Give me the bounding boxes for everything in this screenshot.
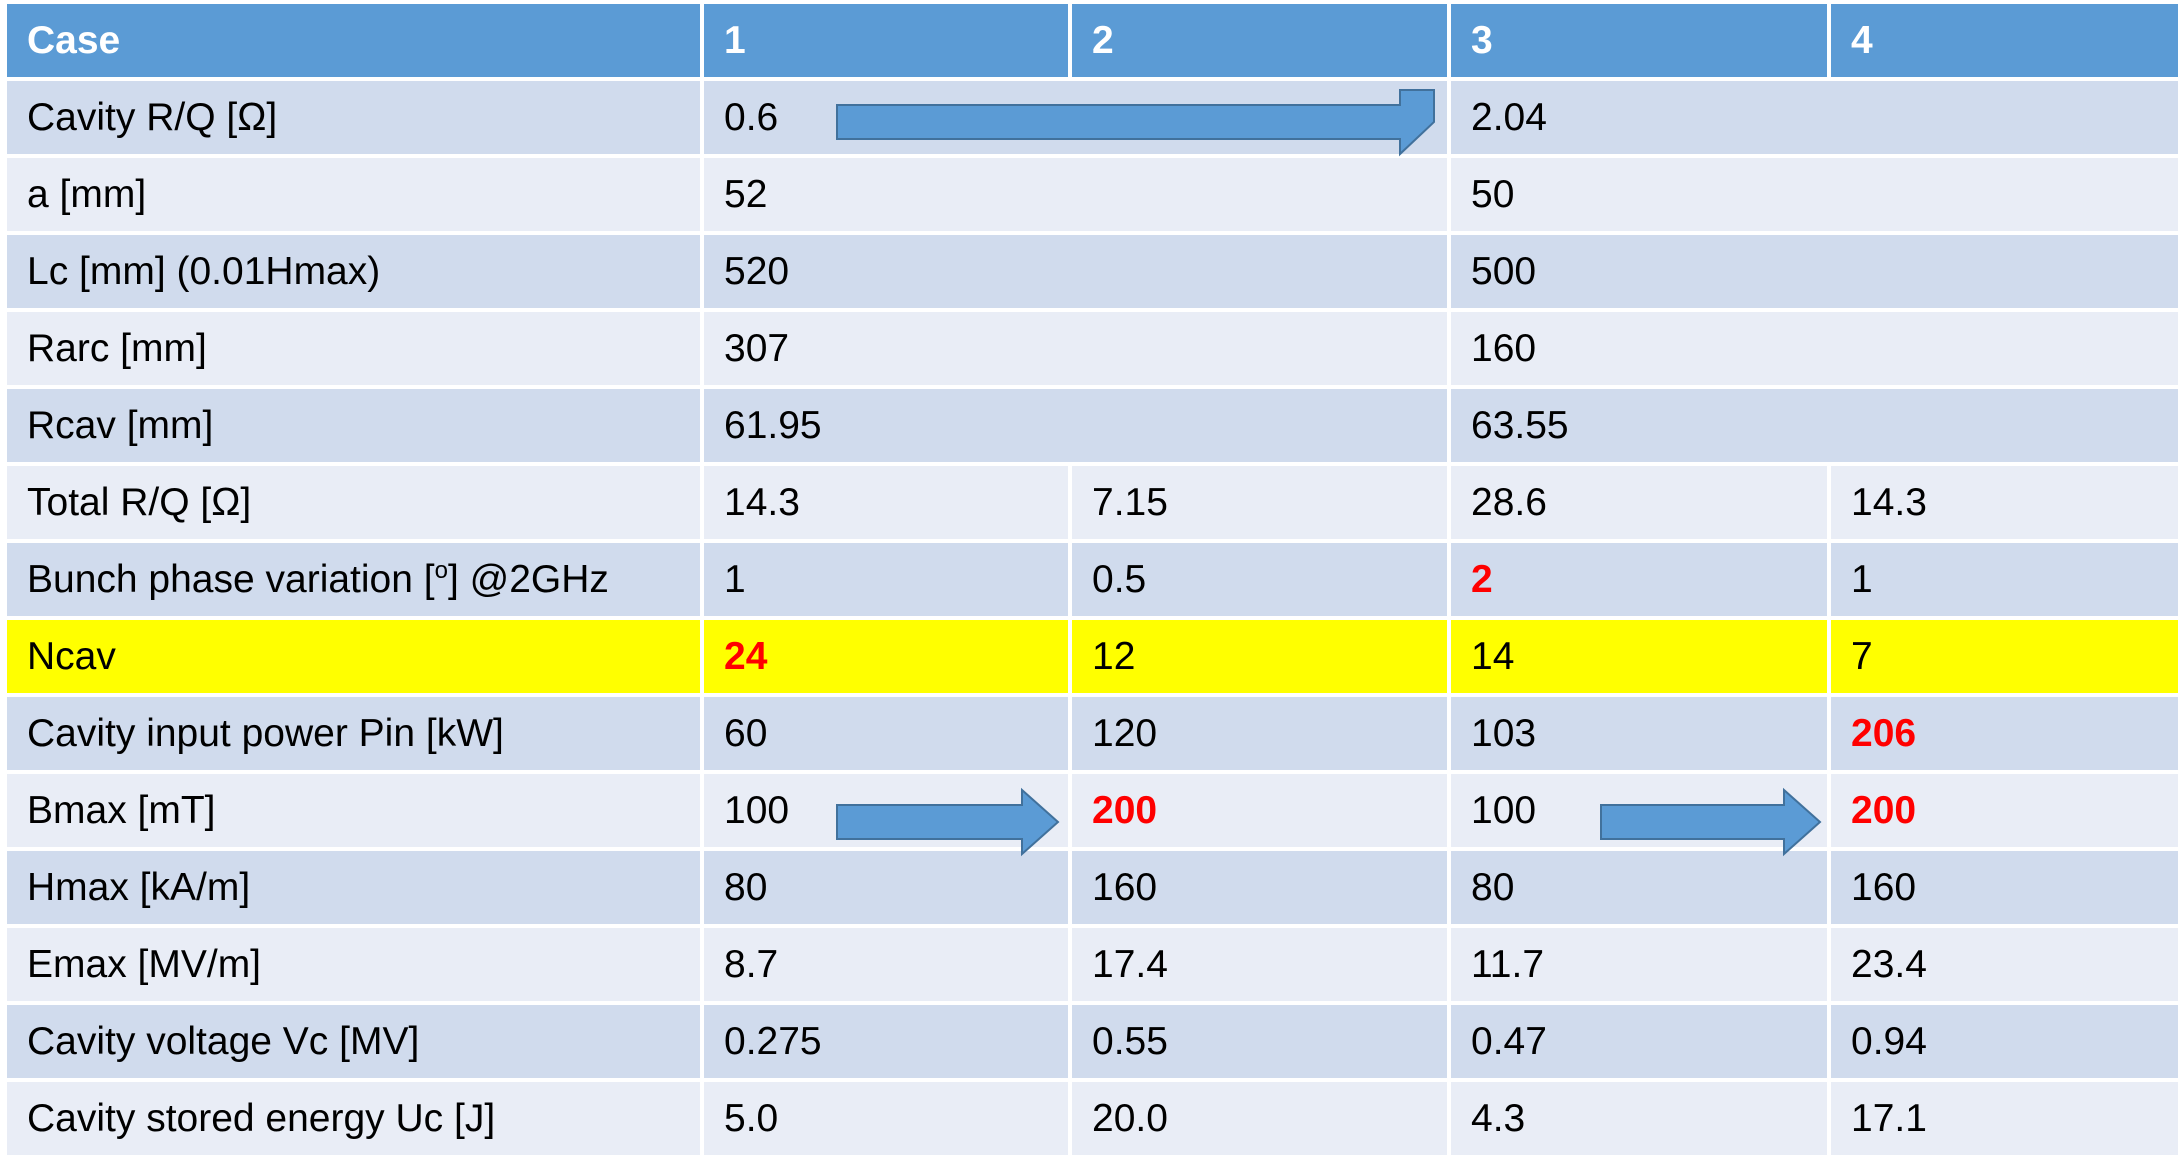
table-row: Cavity R/Q [Ω] 0.6 2.04: [7, 81, 2178, 154]
row-label: Total R/Q [Ω]: [7, 466, 700, 539]
row-label: Bunch phase variation [o] @2GHz: [7, 543, 700, 616]
table-body: Case 1 2 3 4 Cavity R/Q [Ω] 0.6 2.04 a [mm] 52 50 L…: [7, 4, 2178, 1155]
table-row: Cavity voltage Vc [MV] 0.275 0.55 0.47 0.94: [7, 1005, 2178, 1078]
cell: 0.6: [704, 81, 1447, 154]
cell: 17.1: [1831, 1082, 2178, 1155]
cell: 0.94: [1831, 1005, 2178, 1078]
cell: 50: [1451, 158, 2178, 231]
cell: 60: [704, 697, 1068, 770]
cell: 160: [1831, 851, 2178, 924]
cell: 100: [1451, 774, 1827, 847]
cell: 17.4: [1072, 928, 1447, 1001]
cell: 307: [704, 312, 1447, 385]
cell: 200: [1831, 774, 2178, 847]
cell: 0.55: [1072, 1005, 1447, 1078]
cell: 14.3: [1831, 466, 2178, 539]
table-row: Lc [mm] (0.01Hmax) 520 500: [7, 235, 2178, 308]
header-cell: Case: [7, 4, 700, 77]
data-table: Case 1 2 3 4 Cavity R/Q [Ω] 0.6 2.04 a [mm] 52 50 L…: [3, 0, 2182, 1159]
row-label: Rcav [mm]: [7, 389, 700, 462]
cell: 160: [1072, 851, 1447, 924]
row-label: a [mm]: [7, 158, 700, 231]
cell: 14.3: [704, 466, 1068, 539]
cell: 63.55: [1451, 389, 2178, 462]
table-row: Total R/Q [Ω] 14.3 7.15 28.6 14.3: [7, 466, 2178, 539]
cell: 0.5: [1072, 543, 1447, 616]
cell: 0.275: [704, 1005, 1068, 1078]
row-label: Lc [mm] (0.01Hmax): [7, 235, 700, 308]
cell: 520: [704, 235, 1447, 308]
cell: 12: [1072, 620, 1447, 693]
table-row: Rcav [mm] 61.95 63.55: [7, 389, 2178, 462]
cell: 24: [704, 620, 1068, 693]
table-row: Ncav 24 12 14 7: [7, 620, 2178, 693]
cell: 7: [1831, 620, 2178, 693]
cell: 11.7: [1451, 928, 1827, 1001]
header-row: Case 1 2 3 4: [7, 4, 2178, 77]
cell: 61.95: [704, 389, 1447, 462]
header-cell: 4: [1831, 4, 2178, 77]
cell: 7.15: [1072, 466, 1447, 539]
cell: 206: [1831, 697, 2178, 770]
row-label: Cavity stored energy Uc [J]: [7, 1082, 700, 1155]
table-row: Hmax [kA/m] 80 160 80 160: [7, 851, 2178, 924]
cell: 0.47: [1451, 1005, 1827, 1078]
cell: 80: [704, 851, 1068, 924]
header-cell: 1: [704, 4, 1068, 77]
table-row: Rarc [mm] 307 160: [7, 312, 2178, 385]
row-label: Cavity R/Q [Ω]: [7, 81, 700, 154]
cell: 4.3: [1451, 1082, 1827, 1155]
table-row: Bmax [mT] 100 200 100 200: [7, 774, 2178, 847]
text-part: ] @2GHz: [447, 558, 609, 601]
table-row: Cavity input power Pin [kW] 60 120 103 206: [7, 697, 2178, 770]
row-label: Hmax [kA/m]: [7, 851, 700, 924]
table-row: Cavity stored energy Uc [J] 5.0 20.0 4.3 17.…: [7, 1082, 2178, 1155]
cell: 2.04: [1451, 81, 2178, 154]
row-label: Cavity voltage Vc [MV]: [7, 1005, 700, 1078]
row-label: Emax [MV/m]: [7, 928, 700, 1001]
cell: 28.6: [1451, 466, 1827, 539]
table-row: a [mm] 52 50: [7, 158, 2178, 231]
cell: 500: [1451, 235, 2178, 308]
text-part: Bunch phase variation [: [27, 558, 435, 601]
row-label: Cavity input power Pin [kW]: [7, 697, 700, 770]
cell: 8.7: [704, 928, 1068, 1001]
cell: 1: [704, 543, 1068, 616]
row-label: Rarc [mm]: [7, 312, 700, 385]
header-cell: 3: [1451, 4, 1827, 77]
row-label: Bmax [mT]: [7, 774, 700, 847]
row-label: Ncav: [7, 620, 700, 693]
cell: 23.4: [1831, 928, 2178, 1001]
cell: 14: [1451, 620, 1827, 693]
superscript: o: [434, 557, 448, 584]
cell: 160: [1451, 312, 2178, 385]
table-row: Bunch phase variation [o] @2GHz 1 0.5 2 1: [7, 543, 2178, 616]
cell: 5.0: [704, 1082, 1068, 1155]
cell: 20.0: [1072, 1082, 1447, 1155]
cell: 80: [1451, 851, 1827, 924]
table-row: Emax [MV/m] 8.7 17.4 11.7 23.4: [7, 928, 2178, 1001]
cell: 1: [1831, 543, 2178, 616]
cell: 100: [704, 774, 1068, 847]
cell: 200: [1072, 774, 1447, 847]
cell: 103: [1451, 697, 1827, 770]
header-cell: 2: [1072, 4, 1447, 77]
cell: 2: [1451, 543, 1827, 616]
cell: 52: [704, 158, 1447, 231]
cell: 120: [1072, 697, 1447, 770]
